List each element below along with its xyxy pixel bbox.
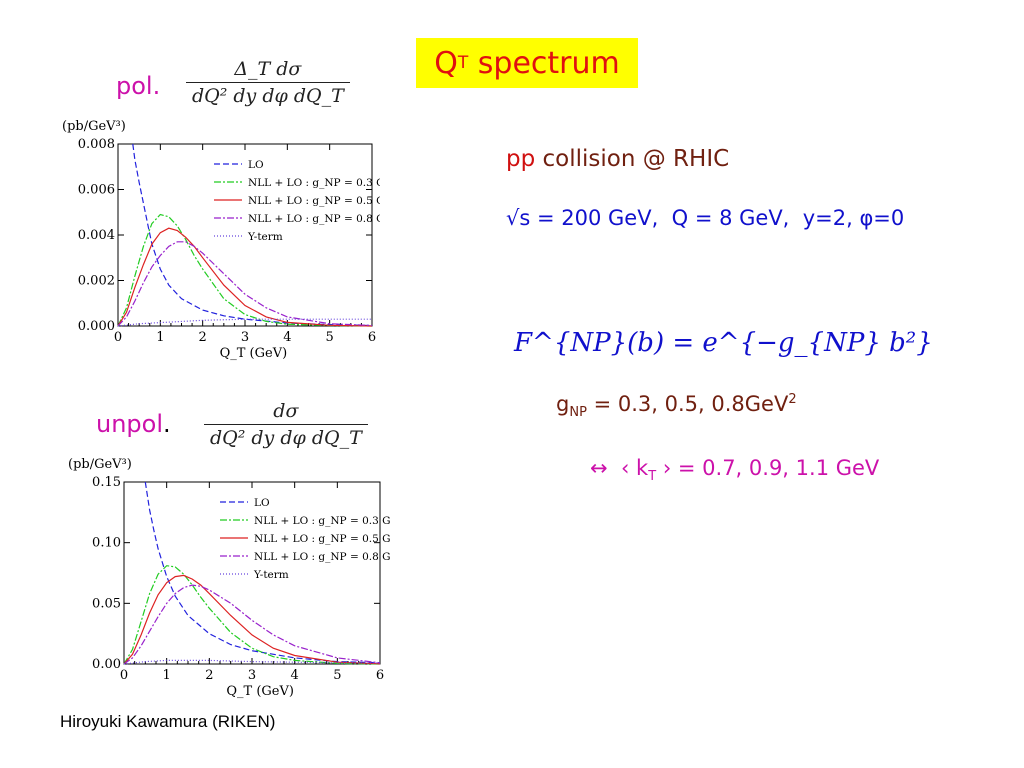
series-line (144, 481, 381, 664)
gnp-values: = 0.3, 0.5, 0.8GeV (586, 392, 789, 416)
unpol-label-dot: . (163, 410, 171, 438)
series-line (123, 574, 381, 665)
x-axis-label: Q_T (GeV) (226, 684, 294, 699)
x-tick-label: 2 (205, 668, 213, 683)
y-tick-label: 0.006 (78, 183, 115, 198)
x-tick-label: 3 (248, 668, 256, 683)
y-tick-label: 0.002 (78, 274, 115, 289)
x-tick-label: 2 (199, 330, 207, 345)
y-tick-label: 0.000 (78, 319, 115, 334)
y-tick-label: 0.008 (78, 137, 115, 152)
y-tick-label: 0.15 (92, 475, 121, 490)
x-tick-label: 6 (368, 330, 376, 345)
y-tick-label: 0.10 (92, 536, 121, 551)
kt-prefix: ↔ ‹ k (590, 456, 649, 480)
pol-formula: Δ_T dσ dQ² dy dφ dQ_T (186, 58, 350, 107)
legend-label: NLL + LO : g_NP = 0.5 GeV² (248, 195, 380, 207)
y-axis-label: (pb/GeV³) (68, 457, 132, 472)
x-tick-label: 4 (283, 330, 291, 345)
collision-rest: collision @ RHIC (535, 146, 730, 172)
series-line (117, 227, 373, 327)
y-tick-label: 0.00 (92, 657, 121, 672)
x-tick-label: 5 (333, 668, 341, 683)
legend-label: NLL + LO : g_NP = 0.5 GeV² (254, 533, 390, 545)
x-tick-label: 1 (156, 330, 164, 345)
footer-author: Hiroyuki Kawamura (RIKEN) (60, 712, 276, 731)
pol-label: pol. (116, 72, 161, 100)
title-rest: spectrum (468, 45, 620, 81)
collision-pp: pp (506, 146, 536, 172)
series-line (123, 584, 381, 665)
series-line (117, 213, 373, 327)
gnp-line: gNP = 0.3, 0.5, 0.8GeV2 (556, 392, 797, 420)
gnp-sup: 2 (788, 392, 797, 407)
x-tick-label: 1 (163, 668, 171, 683)
y-axis-label: (pb/GeV³) (62, 119, 126, 134)
pol-formula-denominator: dQ² dy dφ dQ_T (186, 82, 350, 107)
plot-frame (117, 143, 373, 327)
legend-label: NLL + LO : g_NP = 0.8 GeV² (248, 213, 380, 225)
series-line (117, 241, 373, 327)
x-tick-label: 6 (376, 668, 384, 683)
kt-sub: T (648, 469, 657, 485)
gnp-sub: NP (569, 405, 587, 421)
legend-label: NLL + LO : g_NP = 0.3 GeV² (248, 177, 380, 189)
legend-label: NLL + LO : g_NP = 0.8 GeV² (254, 551, 390, 563)
series-line (132, 143, 373, 327)
plot-frame (123, 481, 381, 665)
x-tick-label: 0 (114, 330, 122, 345)
legend-label: Y-term (247, 231, 283, 243)
x-tick-label: 3 (241, 330, 249, 345)
kt-values: › = 0.7, 0.9, 1.1 GeV (656, 456, 880, 480)
gnp-prefix: g (556, 392, 570, 416)
unpol-formula-numerator: dσ (273, 400, 299, 422)
fnp-formula: F^{NP}(b) = e^{−g_{NP} b²} (514, 328, 933, 358)
x-tick-label: 0 (120, 668, 128, 683)
kt-line: ↔ ‹ kT › = 0.7, 0.9, 1.1 GeV (590, 456, 879, 484)
unpol-formula: dσ dQ² dy dφ dQ_T (204, 400, 368, 449)
title-q-sub: T (457, 53, 469, 73)
series-line (123, 565, 381, 665)
unpol-label: unpol. (96, 410, 171, 438)
legend-label: NLL + LO : g_NP = 0.3 GeV² (254, 515, 390, 527)
unpol-formula-denominator: dQ² dy dφ dQ_T (204, 424, 368, 449)
pol-formula-numerator: Δ_T dσ (234, 58, 302, 80)
y-tick-label: 0.05 (92, 596, 121, 611)
legend-label: LO (254, 497, 270, 509)
legend-label: Y-term (253, 569, 289, 581)
kinematics-line: √s = 200 GeV, Q = 8 GeV, y=2, φ=0 (506, 206, 905, 230)
pol-chart: (pb/GeV³) 0 1 2 3 4 5 6 0.000 0.002 0.004 0.006 0.00… (62, 119, 380, 361)
x-tick-label: 4 (291, 668, 299, 683)
legend-label: LO (248, 159, 264, 171)
unpol-chart: (pb/GeV³) 0 1 2 3 4 5 6 0.00 0.05 0.10 0.15 Q_T (GeV… (68, 457, 390, 699)
title-q: Q (434, 45, 458, 81)
x-axis-label: Q_T (GeV) (220, 346, 288, 361)
y-tick-label: 0.004 (78, 228, 115, 243)
collision-line: pp collision @ RHIC (506, 146, 729, 172)
series-line (117, 318, 372, 327)
x-tick-label: 5 (326, 330, 334, 345)
unpol-label-text: unpol (96, 410, 164, 438)
